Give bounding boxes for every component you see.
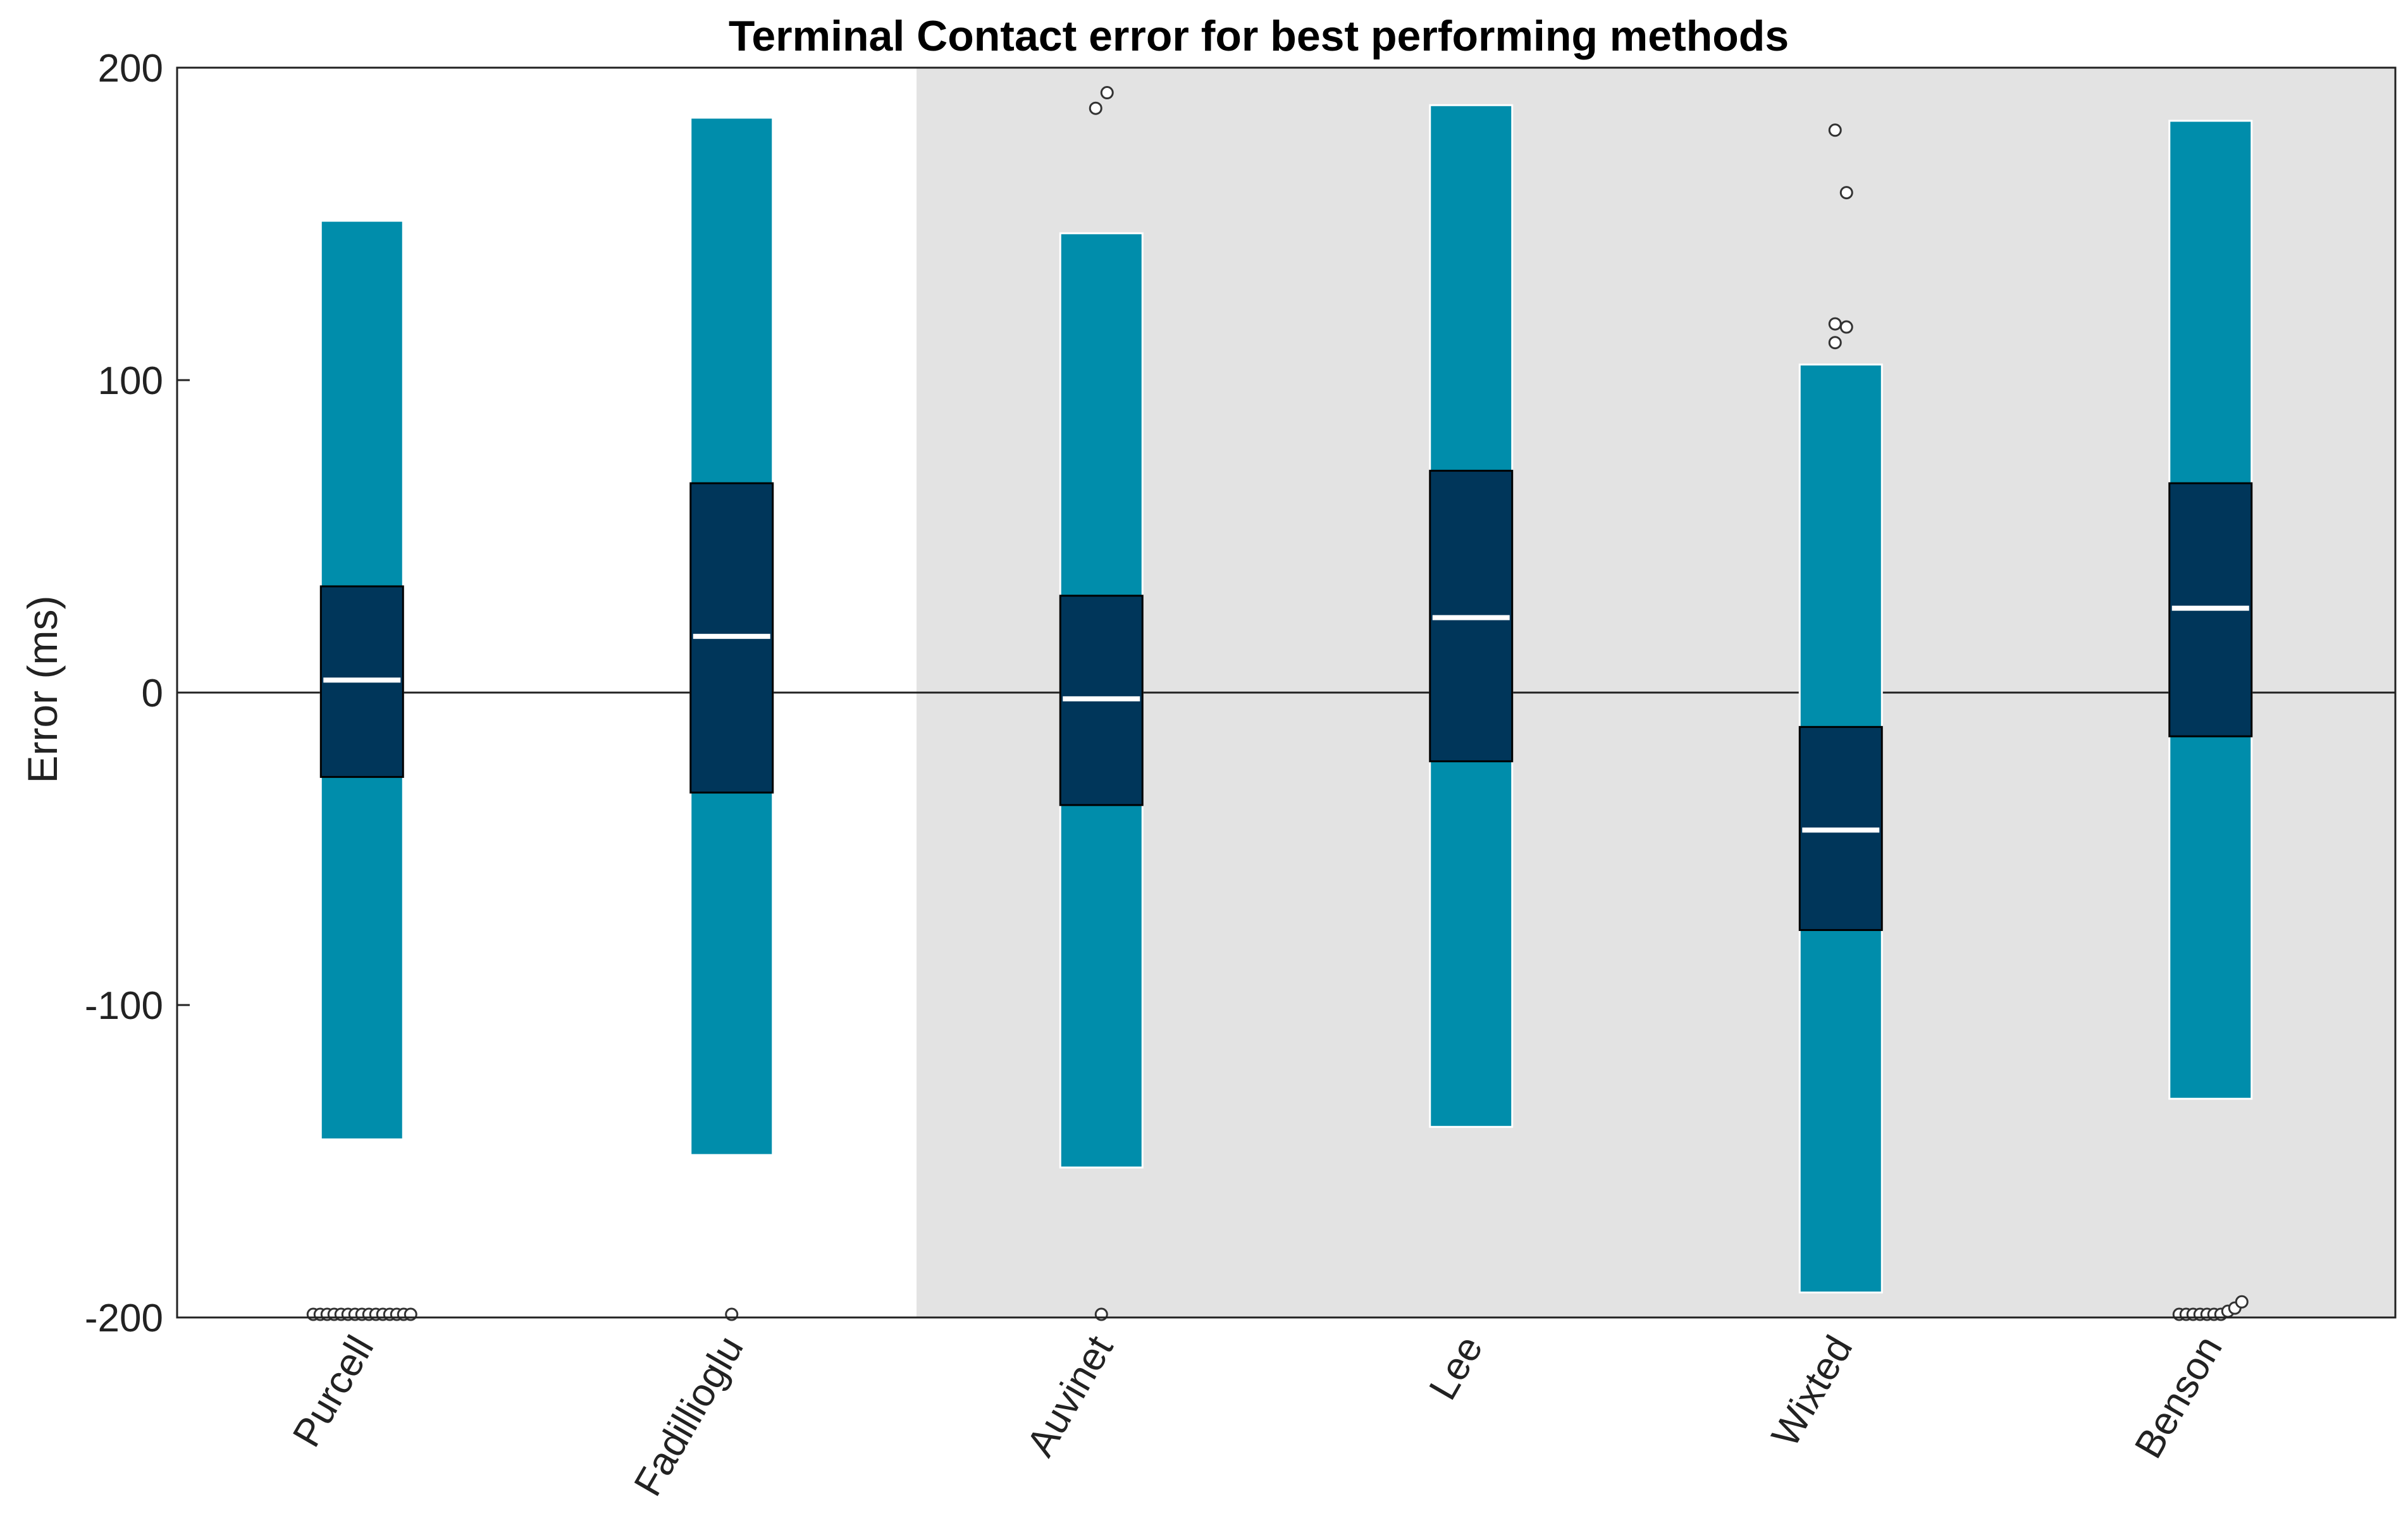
outlier-point xyxy=(1839,320,1853,334)
y-tick-label: 100 xyxy=(98,359,163,403)
outlier-point xyxy=(1828,336,1842,350)
x-tick-label-purcell: Purcell xyxy=(285,1329,383,1455)
x-tick-label-fadillioglu: Fadillioglu xyxy=(626,1329,752,1503)
outlier-layer xyxy=(306,86,2249,1321)
outlier-point xyxy=(1828,317,1842,331)
x-tick-label-wixted: Wixted xyxy=(1763,1329,1861,1455)
y-tick-label: -200 xyxy=(85,1297,163,1340)
outlier-point xyxy=(1100,86,1114,100)
median-layer xyxy=(323,605,2249,833)
y-tick-label: -100 xyxy=(85,984,163,1028)
outlier-point xyxy=(1089,101,1102,115)
y-tick-label: 200 xyxy=(98,47,163,90)
x-tick-label-auvinet: Auvinet xyxy=(1018,1329,1121,1464)
outlier-point xyxy=(2235,1295,2249,1309)
y-axis-label: Error (ms) xyxy=(19,596,66,784)
x-tick-label-benson: Benson xyxy=(2127,1329,2231,1466)
background-layer xyxy=(177,68,2395,1317)
outlier-point xyxy=(1839,186,1853,200)
x-tick-label-lee: Lee xyxy=(1421,1329,1491,1407)
chart-title: Terminal Contact error for best performi… xyxy=(729,12,1789,60)
y-tick-label: 0 xyxy=(142,672,163,715)
outlier-point xyxy=(1828,123,1842,137)
plot-frame xyxy=(176,66,2397,1319)
